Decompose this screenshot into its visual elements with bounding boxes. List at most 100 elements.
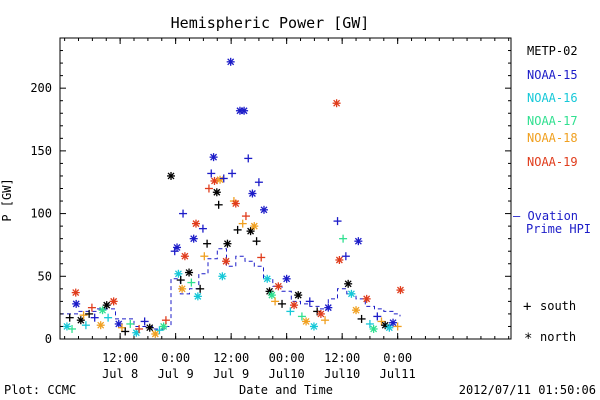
south-point (87, 303, 96, 312)
south-point (126, 319, 135, 328)
south-point (196, 284, 205, 293)
north-point (189, 234, 198, 243)
north-point (109, 297, 118, 306)
x-tick-label-date: Jul 9 (158, 367, 194, 381)
north-point (344, 279, 353, 288)
north-point (347, 289, 356, 298)
north-point (102, 301, 111, 310)
north-point (193, 292, 202, 301)
x-tick-label-date: Jul10 (269, 367, 305, 381)
plot-frame (59, 37, 512, 340)
north-point (259, 205, 268, 214)
south-point (200, 252, 209, 261)
south-point (377, 317, 386, 326)
legend-marker-north-symbol: * (524, 331, 532, 347)
south-point (155, 326, 164, 335)
north-point (216, 175, 225, 184)
south-point (65, 313, 74, 322)
south-point (187, 278, 196, 287)
north-point (167, 171, 176, 180)
south-point (321, 316, 330, 325)
south-point (373, 312, 382, 321)
south-point (179, 209, 188, 218)
south-point (241, 212, 250, 221)
x-axis-label: Date and Time (239, 383, 333, 397)
north-point (218, 272, 227, 281)
north-point (185, 268, 194, 277)
north-point (240, 106, 249, 115)
north-point (381, 321, 390, 330)
x-tick-label-date: Jul 8 (102, 367, 138, 381)
north-point (210, 176, 219, 185)
south-point (254, 178, 263, 187)
north-point (72, 299, 81, 308)
south-point (176, 276, 185, 285)
north-point (385, 323, 394, 332)
north-point (352, 306, 361, 315)
north-point (294, 291, 303, 300)
south-point (278, 299, 287, 308)
south-point (140, 317, 149, 326)
south-point (219, 174, 228, 183)
south-point (198, 224, 207, 233)
north-point (267, 291, 276, 300)
north-point (212, 188, 221, 197)
legend-marker-north: north (540, 330, 576, 344)
south-point (214, 200, 223, 209)
north-point (389, 318, 398, 327)
north-point (174, 269, 183, 278)
north-point (76, 316, 85, 325)
plot-credit: Plot: CCMC (4, 383, 76, 397)
north-point (274, 282, 283, 291)
north-point (369, 324, 378, 333)
south-point (121, 327, 130, 336)
south-point (228, 169, 237, 178)
legend-ovation-line1: — Ovation (513, 209, 578, 223)
south-point (357, 314, 366, 323)
south-point (81, 321, 90, 330)
legend-series-4: NOAA-18 (527, 131, 578, 145)
north-point (248, 189, 257, 198)
legend-series-0: METP-02 (527, 44, 578, 58)
south-point (104, 313, 113, 322)
north-point (226, 57, 235, 66)
south-point (238, 219, 247, 228)
north-point (159, 322, 168, 331)
x-tick-label-time: 12:00 (213, 351, 249, 365)
south-point (393, 322, 402, 331)
x-tick-label-time: 12:00 (324, 351, 360, 365)
south-point (339, 234, 348, 243)
north-point (145, 323, 154, 332)
x-tick-label-date: Jul11 (380, 367, 416, 381)
legend-series-1: NOAA-15 (527, 68, 578, 82)
north-point (151, 329, 160, 338)
south-point (286, 307, 295, 316)
south-point (85, 309, 94, 318)
south-point (333, 217, 342, 226)
x-tick-label-date: Jul10 (324, 367, 360, 381)
north-point (354, 237, 363, 246)
south-point (365, 319, 374, 328)
south-point (207, 169, 216, 178)
x-tick-label-date: Jul 9 (213, 367, 249, 381)
north-point (222, 257, 231, 266)
north-point (231, 199, 240, 208)
south-point (257, 253, 266, 262)
plot-timestamp: 2012/07/11 01:50:06 (459, 383, 596, 397)
south-point (68, 324, 77, 333)
south-point (297, 312, 306, 321)
legend-series-5: NOAA-19 (527, 155, 578, 169)
north-point (396, 286, 405, 295)
south-point (90, 313, 99, 322)
north-point (362, 294, 371, 303)
north-point (223, 239, 232, 248)
legend-series-2: NOAA-16 (527, 91, 578, 105)
north-point (191, 219, 200, 228)
south-point (341, 252, 350, 261)
north-point (250, 222, 259, 231)
north-point (335, 255, 344, 264)
north-point (173, 243, 182, 252)
north-point (290, 301, 299, 310)
north-point (263, 274, 272, 283)
south-point (244, 154, 253, 163)
